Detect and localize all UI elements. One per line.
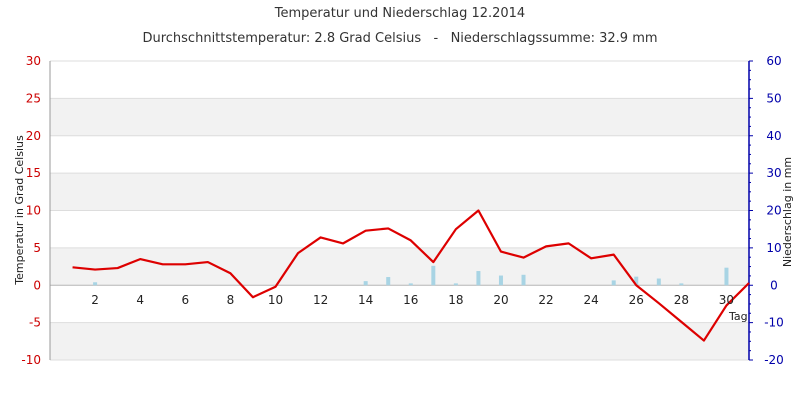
chart-title: Temperatur und Niederschlag 12.2014	[274, 6, 525, 21]
chart-subtitle: Durchschnittstemperatur: 2.8 Grad Celsiu…	[142, 31, 657, 46]
y-tick-right: 60	[766, 54, 781, 68]
precipitation-bar	[634, 276, 639, 286]
y-tick-right: -10	[764, 316, 784, 330]
y-tick-right: 20	[766, 204, 781, 218]
x-tick: 4	[136, 293, 144, 307]
precipitation-bar	[431, 265, 436, 286]
x-tick: 16	[403, 293, 418, 307]
precipitation-bar	[93, 282, 98, 286]
y-tick-right: 40	[766, 129, 781, 143]
x-tick: 20	[493, 293, 508, 307]
band	[50, 322, 749, 360]
y-axis-left-label: Temperatur in Grad Celsius	[13, 135, 26, 286]
y-tick-right: 10	[766, 241, 781, 255]
precipitation-bar	[476, 271, 481, 286]
y-tick-left: -5	[29, 316, 41, 330]
y-tick-right: -20	[764, 353, 784, 367]
temperature-line	[72, 209, 750, 342]
precipitation-bars	[93, 265, 729, 286]
axes	[49, 60, 753, 361]
precipitation-bar	[521, 274, 526, 286]
y-tick-left: 5	[33, 241, 41, 255]
x-tick: 8	[227, 293, 235, 307]
x-tick: 2	[91, 293, 99, 307]
precipitation-bar	[611, 280, 616, 286]
y-tick-left: 20	[26, 129, 41, 143]
precipitation-bar	[656, 278, 661, 286]
x-axis-label: Tag	[728, 310, 748, 323]
precipitation-bar	[679, 283, 684, 286]
precipitation-bar	[363, 281, 368, 286]
x-tick: 30	[719, 293, 734, 307]
x-tick: 22	[538, 293, 553, 307]
y-tick-left: 15	[26, 166, 41, 180]
y-tick-left: 0	[33, 278, 41, 292]
y-tick-right: 0	[770, 278, 778, 292]
band	[50, 247, 749, 286]
precipitation-bar	[386, 277, 391, 286]
y-tick-left: 10	[26, 204, 41, 218]
y-axis-right-label: Niederschlag in mm	[781, 157, 794, 267]
band	[50, 98, 749, 136]
x-tick: 10	[268, 293, 283, 307]
y-tick-right: 30	[766, 166, 781, 180]
x-tick: 12	[313, 293, 328, 307]
temperature-line-group	[72, 209, 750, 342]
y-tick-right: 50	[766, 91, 781, 105]
x-tick: 6	[181, 293, 189, 307]
precipitation-bar	[453, 283, 458, 286]
y-tick-left: 30	[26, 54, 41, 68]
y-tick-left: 25	[26, 91, 41, 105]
precipitation-bar	[724, 267, 729, 286]
y-tick-left: -10	[21, 353, 41, 367]
band	[50, 173, 749, 211]
x-tick: 14	[358, 293, 373, 307]
x-tick: 24	[584, 293, 599, 307]
grid-lines	[50, 60, 749, 361]
background-bands	[50, 98, 749, 360]
x-tick: 28	[674, 293, 689, 307]
precipitation-bar	[408, 283, 413, 286]
x-tick: 26	[629, 293, 644, 307]
precipitation-bar	[498, 275, 503, 286]
x-tick: 18	[448, 293, 463, 307]
